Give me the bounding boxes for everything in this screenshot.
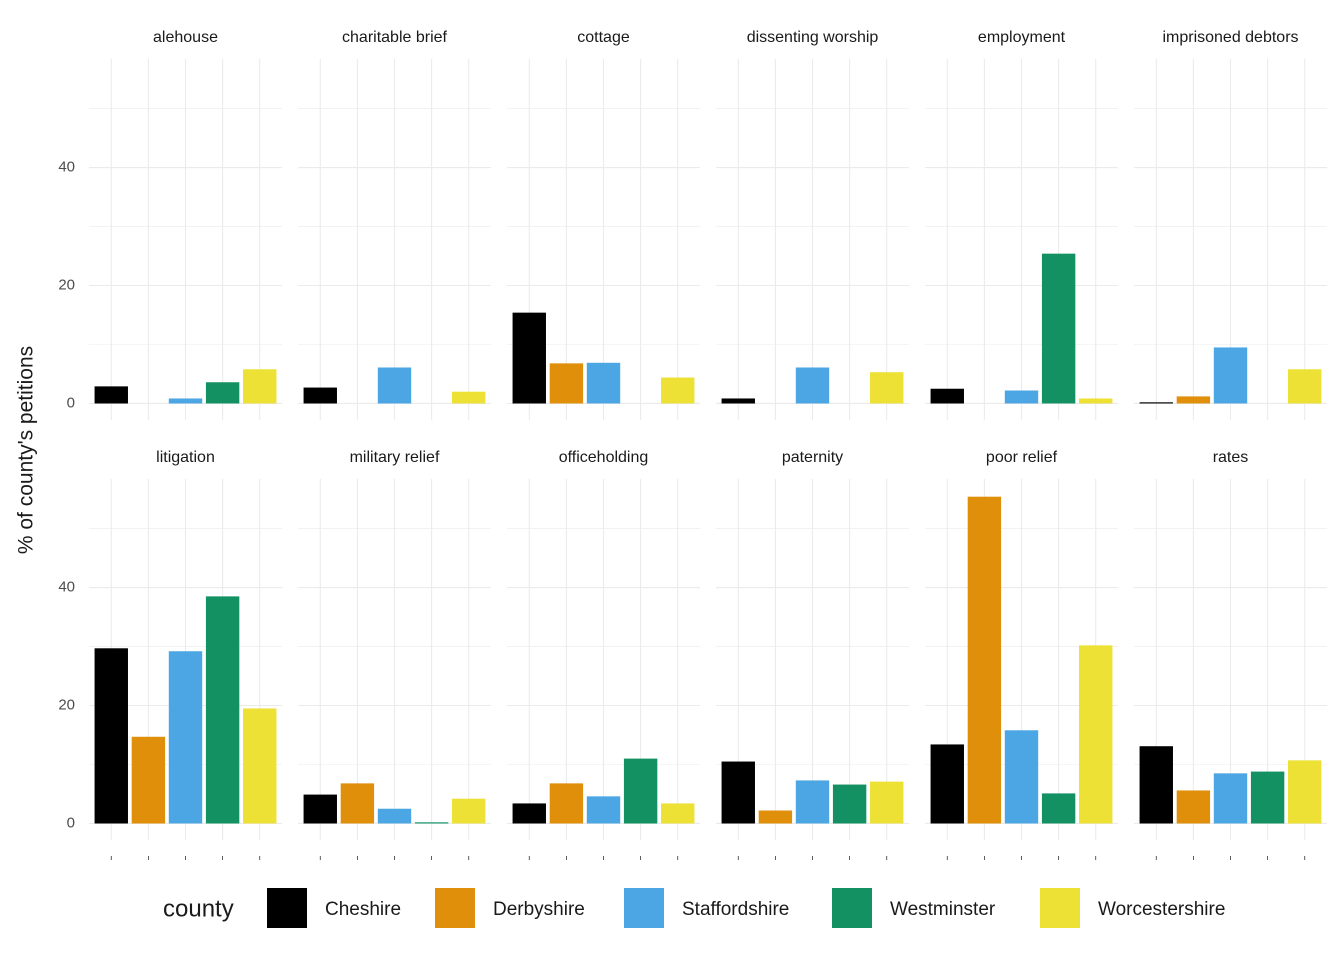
bar [930, 388, 964, 404]
bar [377, 808, 412, 824]
bar [1288, 369, 1322, 404]
facet-title: charitable brief [342, 29, 448, 46]
legend-label: Worcestershire [1098, 899, 1225, 920]
bar [1041, 253, 1076, 404]
bar [758, 810, 793, 824]
bar [870, 372, 904, 404]
bar [586, 362, 621, 404]
bar [303, 387, 337, 404]
bar [1250, 771, 1285, 824]
bar [623, 758, 658, 824]
facet-title: dissenting worship [747, 29, 879, 46]
bar [1004, 730, 1039, 824]
y-tick-label: 0 [67, 814, 75, 831]
bar [967, 496, 1002, 824]
bar [512, 312, 546, 404]
bar [452, 391, 486, 404]
bar [243, 369, 277, 404]
bar [1139, 746, 1173, 824]
bar [661, 377, 695, 404]
bar [1004, 390, 1039, 404]
facet-title: cottage [577, 29, 630, 46]
bar [168, 398, 203, 404]
bar [1139, 402, 1173, 404]
bar [414, 822, 449, 824]
bar [661, 803, 695, 824]
bar [1079, 645, 1113, 824]
facet-title: officeholding [559, 449, 649, 466]
legend-swatch [832, 888, 872, 928]
bar [303, 794, 337, 824]
facet-title: employment [978, 29, 1066, 46]
legend-label: Derbyshire [493, 899, 585, 920]
legend-swatch [624, 888, 664, 928]
bar [832, 784, 867, 824]
y-tick-label: 20 [58, 276, 75, 293]
legend-label: Cheshire [325, 899, 401, 920]
facet-title: military relief [350, 449, 440, 466]
bar [721, 761, 755, 824]
bar [1079, 398, 1113, 404]
y-tick-label: 0 [67, 394, 75, 411]
bar [549, 783, 584, 824]
legend-label: Westminster [890, 899, 996, 920]
bar [1213, 773, 1248, 824]
bar [131, 736, 166, 824]
facet-title: litigation [156, 449, 215, 466]
bar [1213, 347, 1248, 404]
y-tick-label: 20 [58, 696, 75, 713]
bar [205, 382, 240, 404]
facet-title: alehouse [153, 29, 218, 46]
bar [452, 798, 486, 824]
y-tick-label: 40 [58, 579, 75, 596]
bar [94, 648, 128, 824]
legend-swatch [1040, 888, 1080, 928]
facet-title: paternity [782, 449, 843, 466]
bar [1176, 790, 1211, 824]
bar [1176, 396, 1211, 404]
facet-title: rates [1213, 449, 1249, 466]
bar [512, 803, 546, 824]
bar [870, 781, 904, 824]
bar [795, 367, 830, 404]
bar [549, 363, 584, 404]
y-tick-label: 40 [58, 159, 75, 176]
y-axis-title: % of county's petitions [15, 346, 38, 554]
bar [721, 398, 755, 404]
legend-swatch [435, 888, 475, 928]
facet-title: poor relief [986, 449, 1058, 466]
bar [930, 744, 964, 824]
facet-title: imprisoned debtors [1162, 29, 1298, 46]
bar [1041, 793, 1076, 824]
bar [586, 796, 621, 824]
bar [205, 596, 240, 824]
bar [94, 386, 128, 404]
bar [1288, 760, 1322, 824]
legend-swatch [267, 888, 307, 928]
bar [795, 780, 830, 824]
bar [168, 651, 203, 824]
legend-label: Staffordshire [682, 899, 789, 920]
legend-title: county [163, 895, 234, 922]
bar [340, 783, 375, 824]
bar [377, 367, 412, 404]
bar [243, 708, 277, 824]
